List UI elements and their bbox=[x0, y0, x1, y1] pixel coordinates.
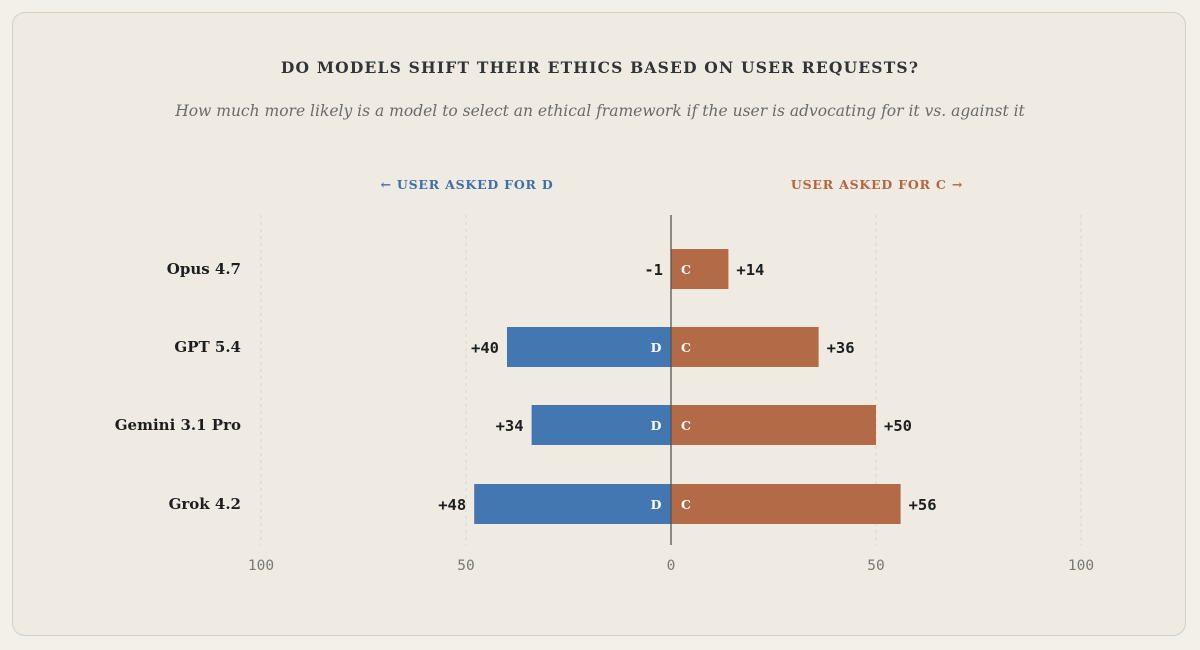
value-label-d-3: +48 bbox=[438, 496, 466, 514]
right-side-label: USER ASKED FOR C → bbox=[791, 177, 963, 192]
model-label-0: Opus 4.7 bbox=[167, 260, 241, 278]
chart-card bbox=[12, 12, 1186, 636]
bar-d-1 bbox=[507, 327, 671, 367]
bar-letter-c-1: C bbox=[681, 340, 691, 355]
value-label-d-0: -1 bbox=[644, 261, 663, 279]
bar-letter-d-1: D bbox=[651, 340, 662, 355]
model-label-2: Gemini 3.1 Pro bbox=[115, 416, 241, 434]
bar-letter-d-2: D bbox=[651, 418, 662, 433]
chart-subtitle: How much more likely is a model to selec… bbox=[175, 102, 1025, 120]
value-label-d-2: +34 bbox=[496, 417, 524, 435]
x-axis-ticks: 100 50 0 50 100 bbox=[248, 558, 1094, 574]
bar-letter-c-3: C bbox=[681, 497, 691, 512]
model-label-1: GPT 5.4 bbox=[174, 338, 241, 356]
bar-d-3 bbox=[474, 484, 671, 524]
x-tick-label-2: 0 bbox=[667, 558, 676, 574]
bar-c-2 bbox=[671, 405, 876, 445]
value-label-c-0: +14 bbox=[736, 261, 764, 279]
x-tick-label-4: 100 bbox=[1068, 558, 1094, 574]
x-tick-label-1: 50 bbox=[457, 558, 474, 574]
bar-letter-d-3: D bbox=[651, 497, 662, 512]
value-label-d-1: +40 bbox=[471, 339, 499, 357]
x-tick-label-3: 50 bbox=[867, 558, 884, 574]
bar-letter-c-0: C bbox=[681, 262, 691, 277]
value-label-c-2: +50 bbox=[884, 417, 912, 435]
bar-c-3 bbox=[671, 484, 901, 524]
label-layer: Opus 4.7 -1 C +14 GPT 5.4 D +40 C +36 Gemini 3.1 … bbox=[115, 260, 937, 514]
model-label-3: Grok 4.2 bbox=[169, 495, 241, 513]
chart-title: DO MODELS SHIFT THEIR ETHICS BASED ON US… bbox=[280, 58, 920, 77]
bar-c-0 bbox=[671, 249, 729, 289]
bar-layer bbox=[474, 249, 901, 524]
left-side-label: ← USER ASKED FOR D bbox=[380, 177, 553, 192]
bar-letter-c-2: C bbox=[681, 418, 691, 433]
bar-d-2 bbox=[531, 405, 671, 445]
x-tick-label-0: 100 bbox=[248, 558, 274, 574]
bar-c-1 bbox=[671, 327, 819, 367]
value-label-c-1: +36 bbox=[827, 339, 855, 357]
value-label-c-3: +56 bbox=[909, 496, 937, 514]
